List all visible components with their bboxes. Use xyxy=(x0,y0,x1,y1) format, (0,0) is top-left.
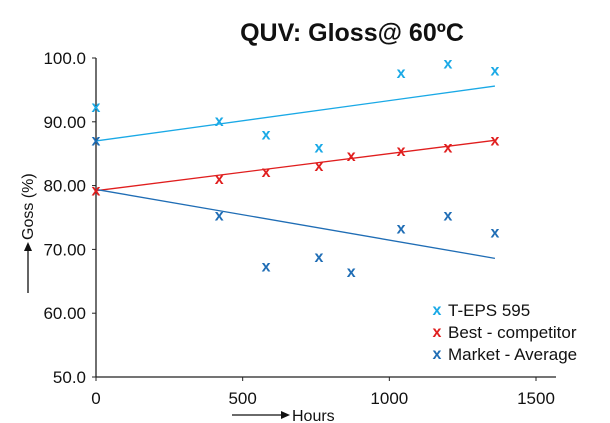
legend: x T-EPS 595 x Best - competitor x Market - Av… xyxy=(433,301,578,364)
legend-label: Market - Average xyxy=(448,345,577,364)
x-tick-label: 1000 xyxy=(370,389,408,408)
y-tick-label: 70.00 xyxy=(43,240,86,259)
trendline xyxy=(95,85,496,142)
data-point: x xyxy=(444,140,453,157)
y-tick-label: 80.00 xyxy=(43,177,86,196)
data-point: x xyxy=(262,164,271,181)
data-point: x xyxy=(347,264,356,281)
axes xyxy=(95,58,556,378)
data-point: x xyxy=(347,148,356,165)
legend-marker: x xyxy=(433,302,442,319)
x-axis-label-group: Hours xyxy=(232,408,335,423)
trendline xyxy=(95,139,496,192)
legend-marker: x xyxy=(433,346,442,363)
x-axis-label: Hours xyxy=(292,408,335,423)
data-point: x xyxy=(262,126,271,143)
data-point: x xyxy=(314,158,323,175)
data-point: x xyxy=(397,65,406,82)
data-point: x xyxy=(444,55,453,72)
legend-label: Best - competitor xyxy=(448,323,577,342)
data-point: x xyxy=(92,99,101,116)
data-point: x xyxy=(490,133,499,150)
data-point: x xyxy=(314,249,323,266)
x-tick-label: 0 xyxy=(91,389,100,408)
legend-label: T-EPS 595 xyxy=(448,301,530,320)
y-axis-label: Goss (%) xyxy=(20,173,37,240)
x-axis-arrow-icon xyxy=(281,411,290,419)
data-point: x xyxy=(215,207,224,224)
x-tick-label: 1500 xyxy=(517,389,555,408)
y-tick-label: 60.00 xyxy=(43,304,86,323)
data-point: x xyxy=(215,113,224,130)
data-point: x xyxy=(397,221,406,238)
y-tick-label: 50.0 xyxy=(53,368,86,387)
data-point: x xyxy=(314,140,323,157)
data-point: x xyxy=(92,133,101,150)
y-tick-label: 90.00 xyxy=(43,113,86,132)
y-ticks: 50.0 60.00 70.00 80.00 90.00 100.0 xyxy=(43,49,96,387)
data-point: x xyxy=(215,171,224,188)
data-point: x xyxy=(490,62,499,79)
data-point: x xyxy=(262,258,271,275)
trendlines xyxy=(95,85,496,259)
data-point: x xyxy=(490,225,499,242)
data-point: x xyxy=(92,182,101,199)
legend-marker: x xyxy=(433,324,442,341)
y-axis-arrow-icon xyxy=(24,242,32,251)
x-ticks: 0 500 1000 1500 xyxy=(91,377,555,408)
chart-title: QUV: Gloss@ 60ºC xyxy=(240,19,464,47)
trendline xyxy=(95,188,496,259)
x-tick-label: 500 xyxy=(228,389,256,408)
y-axis-label-group: Goss (%) xyxy=(20,173,37,293)
y-tick-label: 100.0 xyxy=(43,49,86,68)
data-point: x xyxy=(444,207,453,224)
data-point: x xyxy=(397,143,406,160)
